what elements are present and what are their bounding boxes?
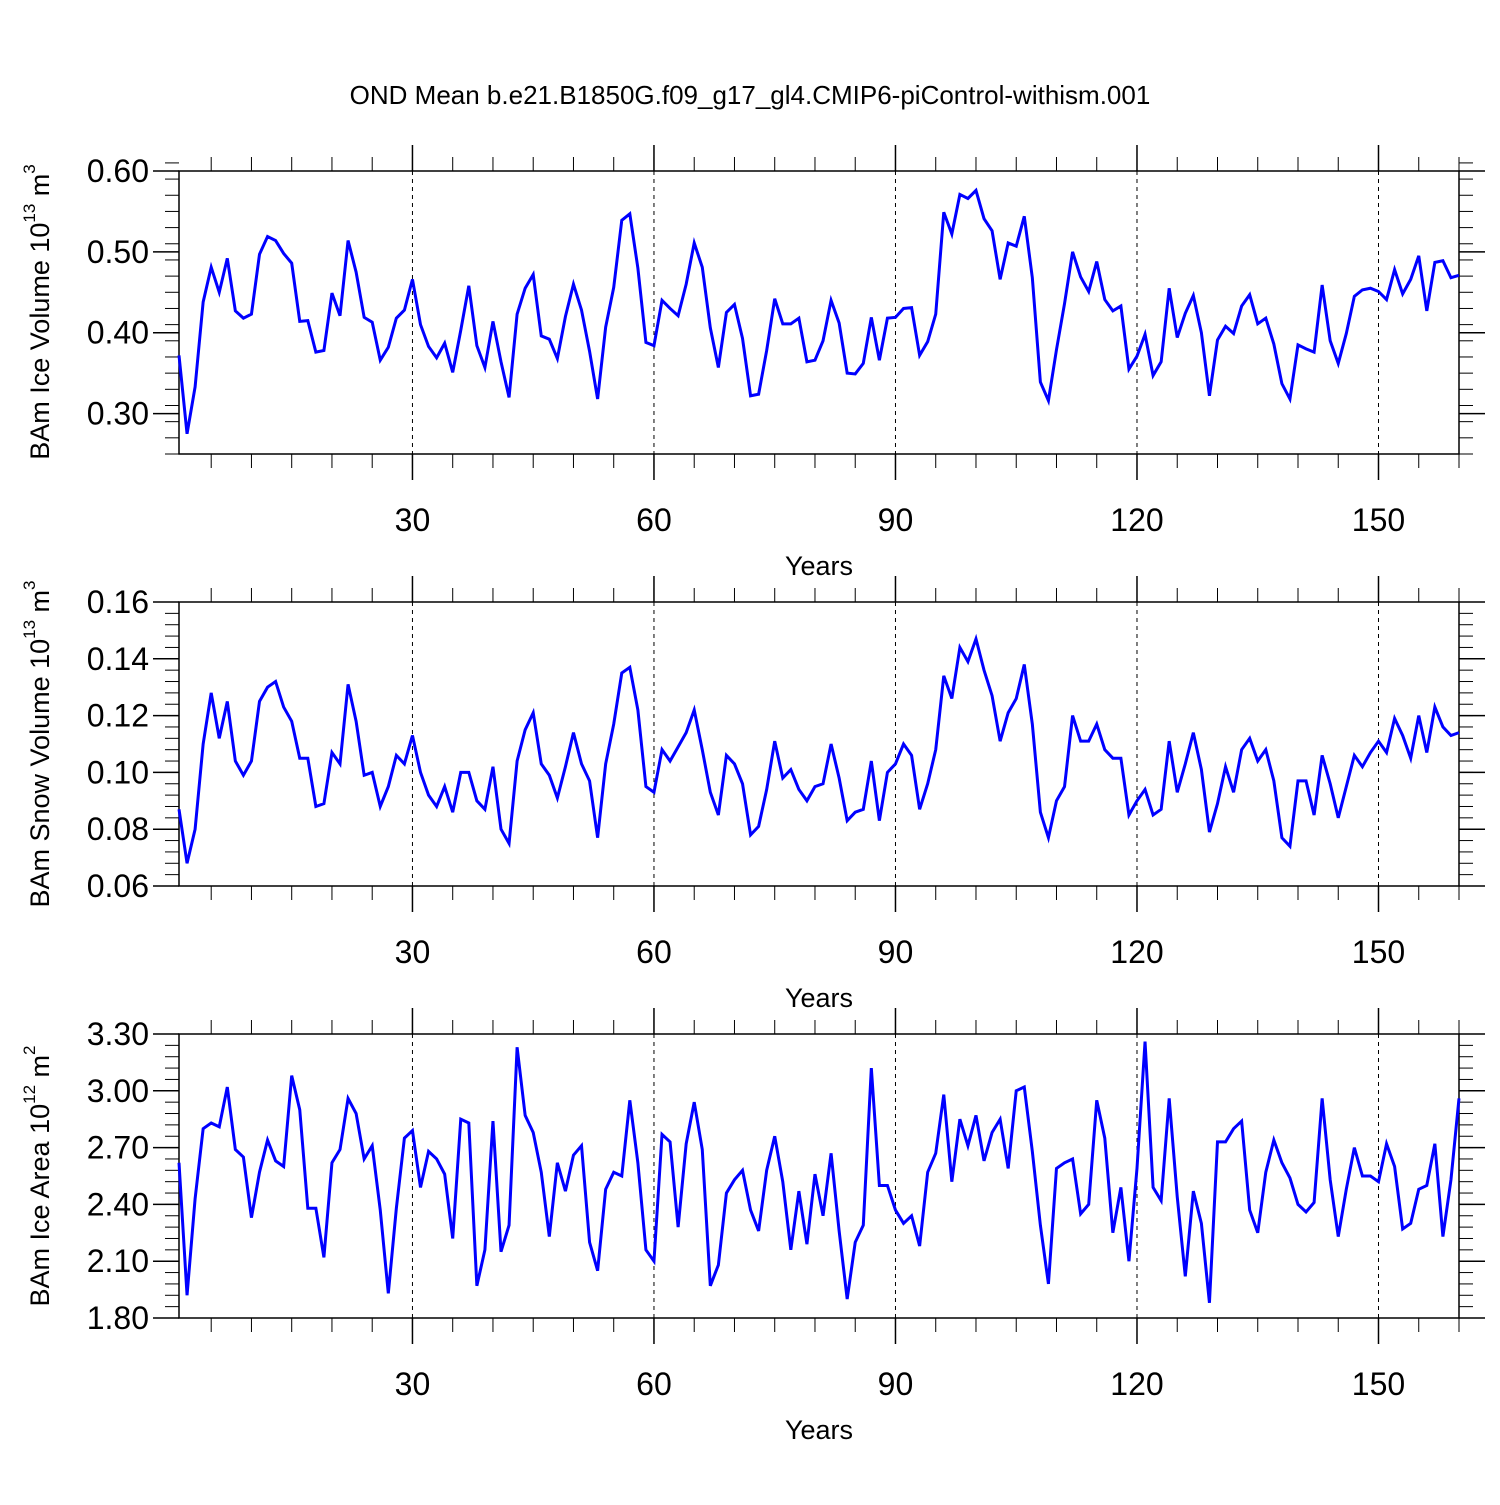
plot-frame xyxy=(178,1033,1460,1319)
x-tick-label: 60 xyxy=(636,934,672,970)
y-tick-label: 0.08 xyxy=(87,811,149,847)
x-tick-label: 120 xyxy=(1110,502,1163,538)
y-axis-title: BAm Ice Volume 1013 m3 xyxy=(20,164,55,460)
x-tick-label: 150 xyxy=(1352,1366,1405,1402)
y-tick-label: 1.80 xyxy=(87,1300,149,1336)
x-tick-label: 120 xyxy=(1110,934,1163,970)
x-tick-label: 90 xyxy=(878,1366,914,1402)
x-tick-label: 150 xyxy=(1352,934,1405,970)
y-tick-label: 0.16 xyxy=(87,584,149,620)
x-tick-label: 30 xyxy=(395,1366,431,1402)
y-tick-label: 2.40 xyxy=(87,1186,149,1222)
y-tick-label: 0.12 xyxy=(87,698,149,734)
x-axis-title: Years xyxy=(785,983,853,1013)
series-line xyxy=(177,187,1460,435)
x-tick-label: 90 xyxy=(878,502,914,538)
plot-frame xyxy=(178,170,1460,455)
y-tick-label: 2.10 xyxy=(87,1243,149,1279)
figure-title: OND Mean b.e21.B1850G.f09_g17_gl4.CMIP6-… xyxy=(349,80,1151,110)
y-tick-label: 0.60 xyxy=(87,153,149,189)
y-tick-label: 0.30 xyxy=(87,396,149,432)
x-tick-label: 30 xyxy=(395,502,431,538)
plot-frame xyxy=(178,601,1460,887)
x-tick-label: 90 xyxy=(878,934,914,970)
y-tick-label: 3.00 xyxy=(87,1073,149,1109)
y-tick-label: 0.50 xyxy=(87,234,149,270)
series-line xyxy=(177,633,1460,864)
y-tick-label: 3.30 xyxy=(87,1016,149,1052)
series-line xyxy=(177,1041,1461,1304)
y-axis-title: BAm Ice Area 1012 m2 xyxy=(20,1046,55,1307)
x-axis-title: Years xyxy=(785,1415,853,1445)
y-tick-label: 2.70 xyxy=(87,1130,149,1166)
y-tick-label: 0.14 xyxy=(87,641,149,677)
y-tick-label: 0.06 xyxy=(87,868,149,904)
x-tick-label: 150 xyxy=(1352,502,1405,538)
x-tick-label: 30 xyxy=(395,934,431,970)
x-tick-label: 60 xyxy=(636,1366,672,1402)
y-tick-label: 0.40 xyxy=(87,315,149,351)
chart-panel-1: 0.30 0.40 0.50 0.60 30 60 90 120 150 Years BAm Ice… xyxy=(20,145,1485,581)
y-axis-title: BAm Snow Volume 1013 m3 xyxy=(20,580,55,907)
y-tick-label: 0.10 xyxy=(87,754,149,790)
chart-panel-3: 1.80 2.10 2.40 2.70 3.00 3.30 30 60 90 120 150 Year… xyxy=(20,1008,1485,1445)
chart-panel-2: 0.06 0.08 0.10 0.12 0.14 0.16 30 60 90 120 150 Year… xyxy=(20,576,1485,1013)
x-tick-label: 120 xyxy=(1110,1366,1163,1402)
x-tick-label: 60 xyxy=(636,502,672,538)
x-axis-title: Years xyxy=(785,551,853,581)
